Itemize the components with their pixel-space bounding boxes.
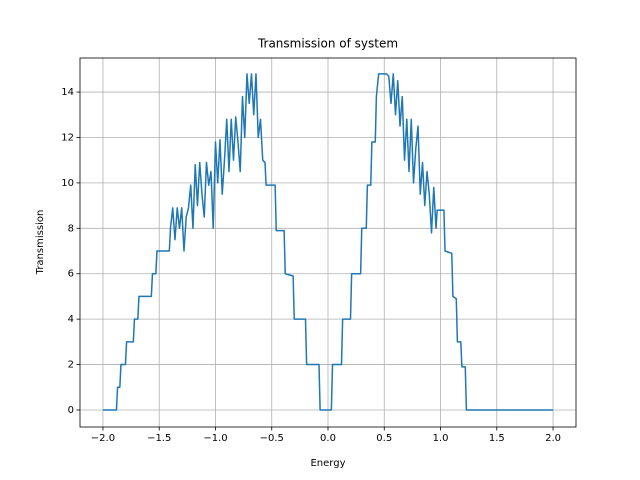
line-series bbox=[102, 73, 554, 411]
x-tick-label: 2.0 bbox=[545, 433, 561, 444]
axes-frame bbox=[79, 57, 577, 428]
x-tick-label: 1.0 bbox=[433, 433, 449, 444]
y-tick-label: 8 bbox=[68, 223, 74, 234]
x-tick-label: −1.0 bbox=[203, 433, 227, 444]
x-tick-label: −2.0 bbox=[91, 433, 115, 444]
x-axis-label: Energy bbox=[310, 458, 345, 469]
y-tick-label: 4 bbox=[68, 314, 74, 325]
y-tick-label: 14 bbox=[61, 87, 74, 98]
x-tick-label: 0.0 bbox=[320, 433, 336, 444]
x-tick-label: 0.5 bbox=[376, 433, 392, 444]
x-tick-label: −0.5 bbox=[260, 433, 284, 444]
y-tick-label: 12 bbox=[61, 132, 74, 143]
y-axis-label: Transmission bbox=[35, 210, 46, 276]
y-tick-label: 6 bbox=[68, 269, 74, 280]
y-tick-label: 0 bbox=[68, 405, 74, 416]
y-tick-label: 2 bbox=[68, 360, 74, 371]
y-tick-label: 10 bbox=[61, 178, 74, 189]
x-tick-label: −1.5 bbox=[147, 433, 171, 444]
x-tick-label: 1.5 bbox=[489, 433, 505, 444]
chart-title: Transmission of system bbox=[257, 37, 398, 51]
